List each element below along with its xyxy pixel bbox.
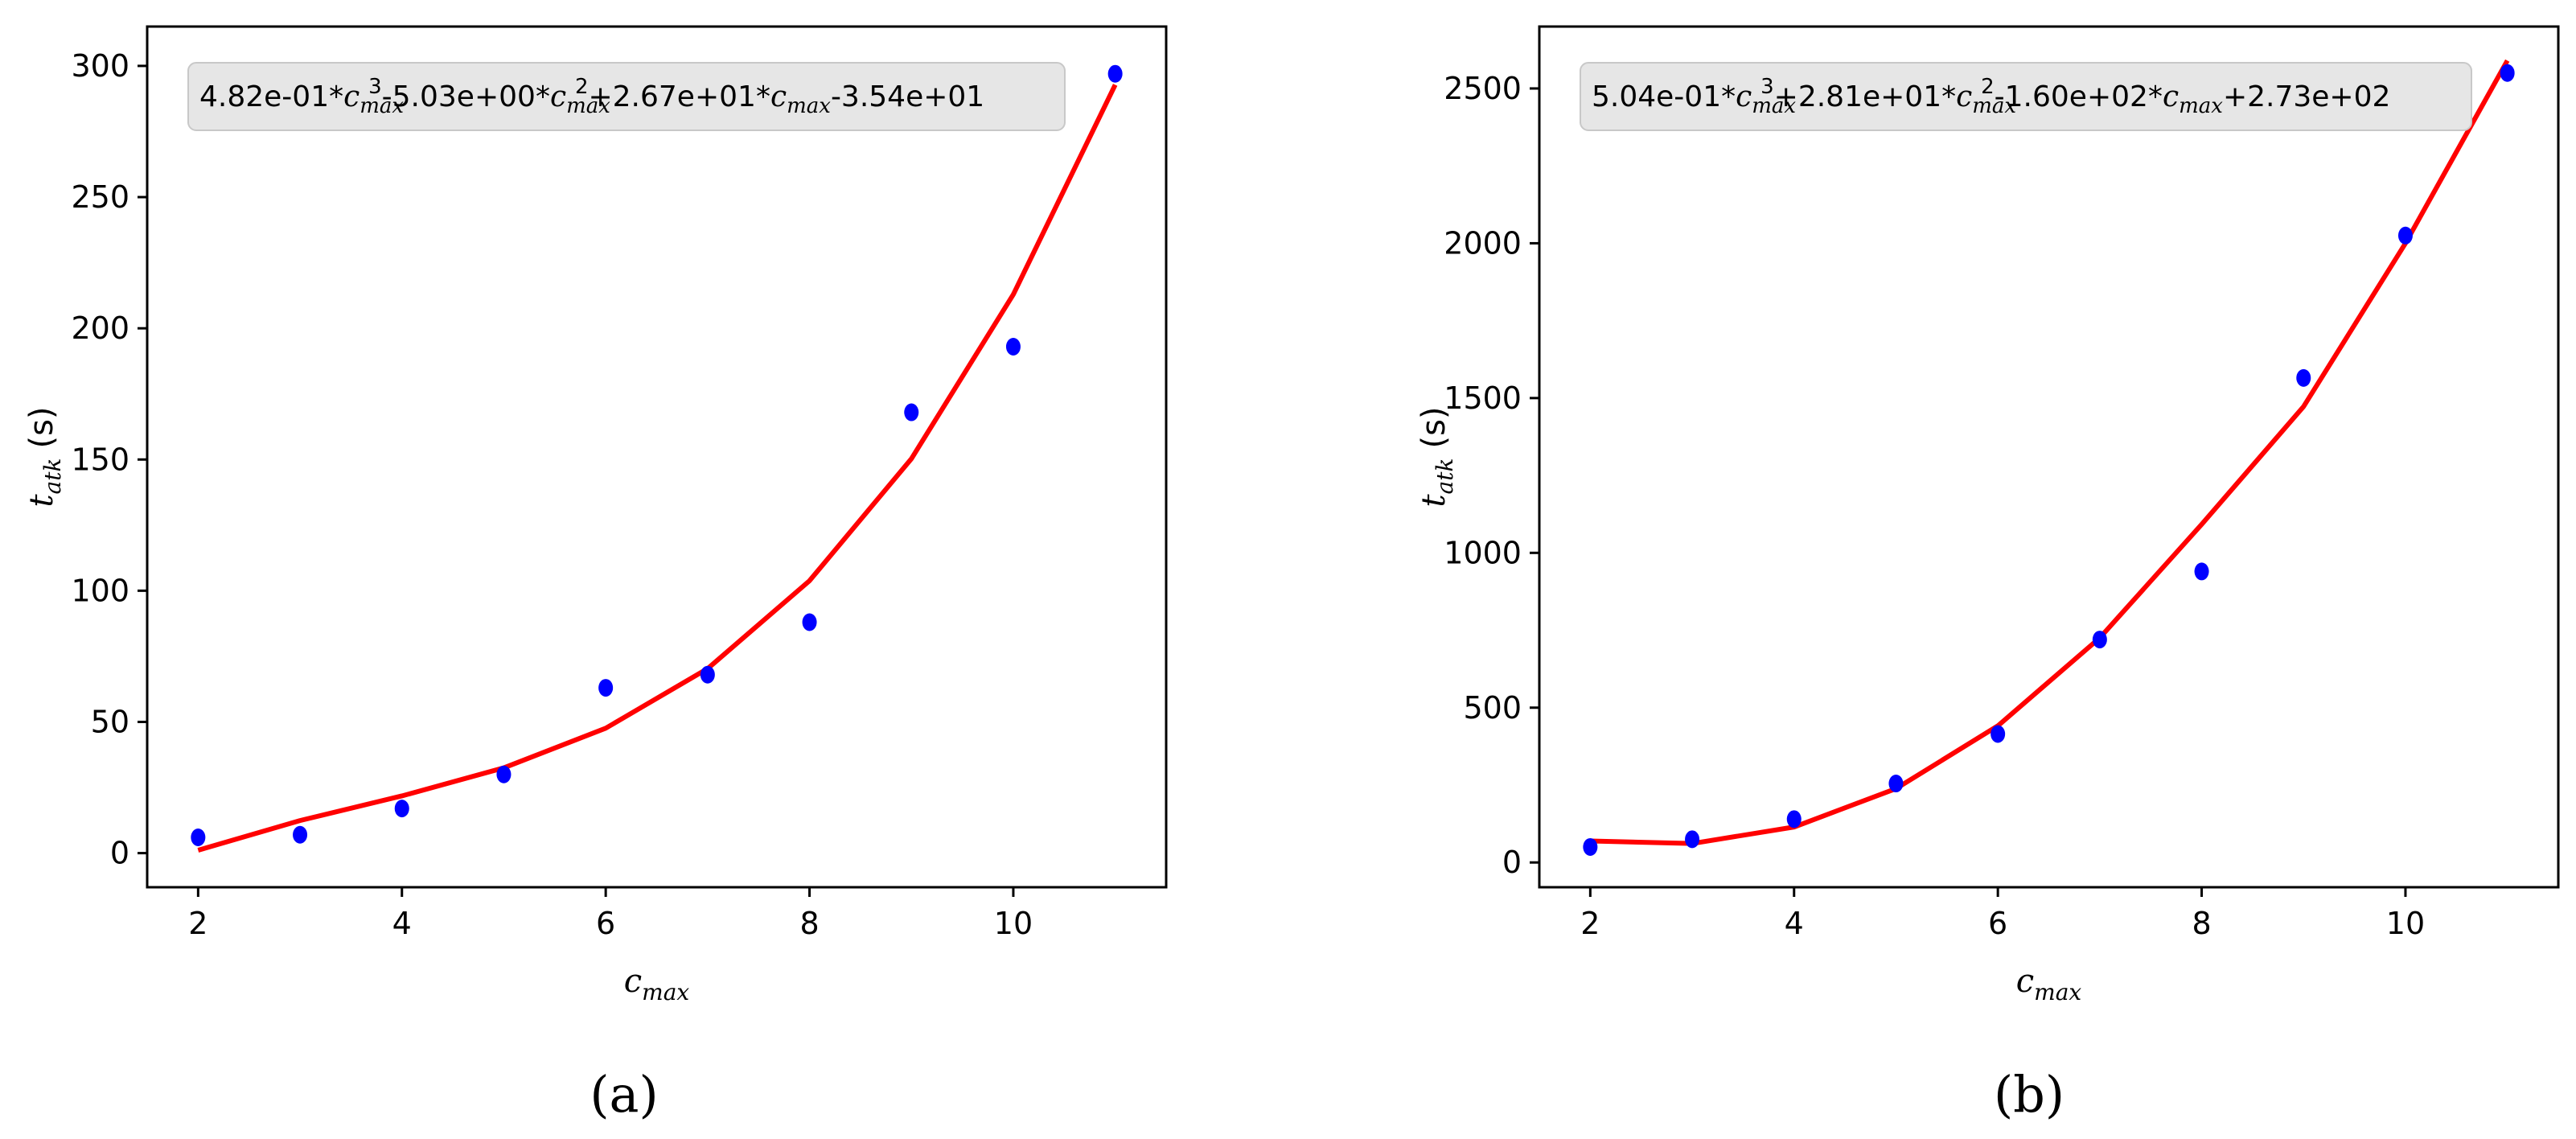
data-point bbox=[1888, 775, 1904, 793]
plot-frame bbox=[146, 25, 1168, 889]
x-axis-label: cmax bbox=[624, 963, 690, 1005]
data-point bbox=[598, 679, 614, 697]
coef-c1: -1.60e+02 bbox=[1995, 80, 2148, 113]
coef-c0: -3.54e+01 bbox=[831, 80, 984, 113]
x-tick-label: 6 bbox=[1988, 906, 2007, 941]
equation-background bbox=[1580, 62, 2472, 131]
fit-equation-box: 5.04e-01*cmax3+2.81e+01*cmax2-1.60e+02*c… bbox=[1580, 62, 2472, 131]
y-tick-label: 100 bbox=[71, 573, 129, 608]
y-tick-label: 500 bbox=[1463, 690, 1522, 726]
fit-line bbox=[1590, 59, 2510, 846]
x-ticks: 2 4 6 8 10 bbox=[188, 887, 1033, 941]
data-point bbox=[394, 800, 409, 818]
data-point bbox=[1583, 837, 1598, 856]
chart-panel-b: 2 4 6 8 10 0 500 1000 1500 2000 2500 5.04e-01*cma… bbox=[1415, 25, 2560, 1124]
x-tick-label: 6 bbox=[596, 906, 615, 941]
fit-line-layer bbox=[197, 84, 1118, 853]
equation-background bbox=[187, 62, 1066, 131]
coef-c2: +2.81e+01 bbox=[1774, 80, 1941, 113]
plot-frame bbox=[1538, 25, 2560, 889]
x-axis-label: cmax bbox=[2016, 963, 2082, 1005]
data-point bbox=[1685, 830, 1700, 849]
coef-c2: -5.03e+00 bbox=[382, 80, 536, 113]
fit-equation: 5.04e-01*cmax3+2.81e+01*cmax2-1.60e+02*c… bbox=[1592, 75, 2390, 118]
data-point bbox=[1107, 64, 1123, 83]
fit-equation-box: 4.82e-01*cmax3-5.03e+00*cmax2+2.67e+01*c… bbox=[187, 62, 1066, 131]
x-tick-label: 2 bbox=[188, 906, 207, 941]
y-tick-label: 2500 bbox=[1444, 71, 1522, 106]
coef-c1: +2.67e+01 bbox=[588, 80, 755, 113]
y-tick-label: 50 bbox=[91, 704, 129, 739]
data-point bbox=[1786, 810, 1802, 829]
data-point bbox=[700, 665, 715, 684]
panel-caption: (a) bbox=[590, 1065, 658, 1124]
x-tick-label: 8 bbox=[2192, 906, 2211, 941]
y-tick-label: 2000 bbox=[1444, 225, 1522, 261]
fit-equation: 4.82e-01*cmax3-5.03e+00*cmax2+2.67e+01*c… bbox=[199, 75, 984, 118]
sub-max: max bbox=[359, 94, 404, 118]
x-tick-label: 4 bbox=[1785, 906, 1804, 941]
fit-line bbox=[197, 84, 1118, 853]
data-point bbox=[2194, 562, 2209, 581]
x-tick-label: 8 bbox=[799, 906, 819, 941]
data-point bbox=[2397, 226, 2413, 245]
y-tick-label: 150 bbox=[71, 442, 129, 477]
chart-panel-a: 2 4 6 8 10 0 50 100 150 200 250 300 4.82e-01*cmax3… bbox=[23, 25, 1168, 1124]
data-point bbox=[904, 403, 919, 421]
x-tick-label: 4 bbox=[392, 906, 412, 941]
y-ticks: 0 50 100 150 200 250 300 bbox=[71, 48, 147, 871]
x-ticks: 2 4 6 8 10 bbox=[1580, 887, 2425, 941]
data-points-layer bbox=[1583, 64, 2515, 856]
data-point bbox=[2092, 631, 2107, 649]
y-tick-label: 250 bbox=[71, 179, 129, 215]
panel-caption: (b) bbox=[1994, 1065, 2064, 1124]
data-point bbox=[191, 829, 206, 847]
data-point bbox=[293, 825, 308, 844]
coef-c3: 4.82e-01 bbox=[199, 80, 329, 113]
data-point bbox=[496, 765, 512, 783]
y-tick-label: 300 bbox=[71, 48, 129, 84]
y-tick-label: 1500 bbox=[1444, 380, 1522, 416]
y-tick-label: 1000 bbox=[1444, 535, 1522, 570]
y-tick-label: 0 bbox=[1502, 845, 1522, 880]
x-tick-label: 10 bbox=[2386, 906, 2425, 941]
data-point bbox=[2296, 368, 2311, 387]
data-points-layer bbox=[191, 64, 1123, 847]
y-tick-label: 0 bbox=[110, 836, 129, 871]
y-tick-label: 200 bbox=[71, 310, 129, 346]
y-axis-label: tatk(s) bbox=[1415, 406, 1458, 507]
data-point bbox=[1005, 337, 1021, 356]
data-point bbox=[2500, 64, 2515, 82]
data-point bbox=[1991, 725, 2006, 743]
y-ticks: 0 500 1000 1500 2000 2500 bbox=[1444, 71, 1539, 880]
x-tick-label: 2 bbox=[1580, 906, 1600, 941]
data-point bbox=[802, 613, 817, 631]
coef-c0: +2.73e+02 bbox=[2223, 80, 2390, 113]
fit-line-layer bbox=[1590, 59, 2510, 846]
y-axis-label: tatk(s) bbox=[23, 406, 66, 507]
coef-c3: 5.04e-01 bbox=[1592, 80, 1721, 113]
x-tick-label: 10 bbox=[994, 906, 1033, 941]
